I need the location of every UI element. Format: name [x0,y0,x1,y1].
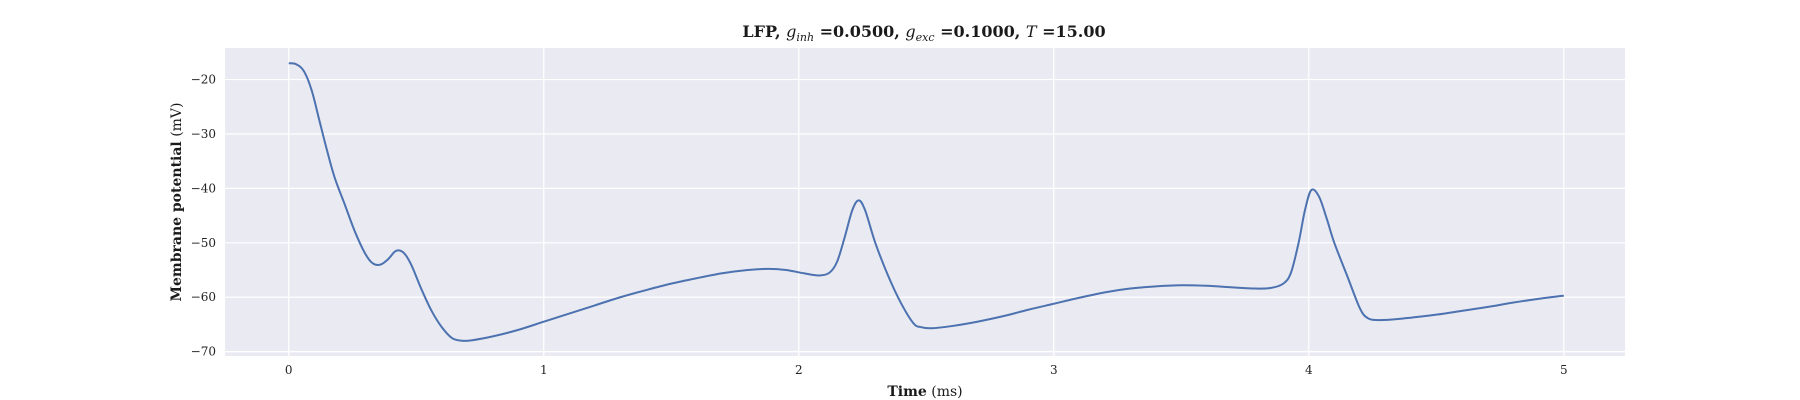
y-tick-label: −30 [191,127,216,141]
series-group [288,62,1564,342]
x-tick-label: 4 [1305,363,1313,377]
plot-area [225,48,1625,356]
x-tick-label: 1 [540,363,548,377]
x-axis-label: Time (ms) [887,384,962,400]
y-tick-labels: −70 −60 −50 −40 −30 −20 [191,73,216,359]
y-tick-label: −20 [191,73,216,87]
x-tick-label: 2 [795,363,803,377]
chart-title: LFP, ginh =0.0500, gexc =0.1000, T =15.0… [742,22,1105,44]
x-tick-label: 0 [285,363,293,377]
y-axis-label: Membrane potential (mV) [169,102,185,301]
y-tick-label: −40 [191,181,216,195]
membrane-potential-line [288,62,1564,342]
x-tick-labels: 0 1 2 3 4 5 [285,363,1568,377]
y-tick-label: −50 [191,236,216,250]
x-tick-label: 5 [1560,363,1568,377]
grid [225,48,1625,356]
y-tick-label: −70 [191,345,216,359]
y-tick-label: −60 [191,290,216,304]
x-tick-label: 3 [1050,363,1058,377]
